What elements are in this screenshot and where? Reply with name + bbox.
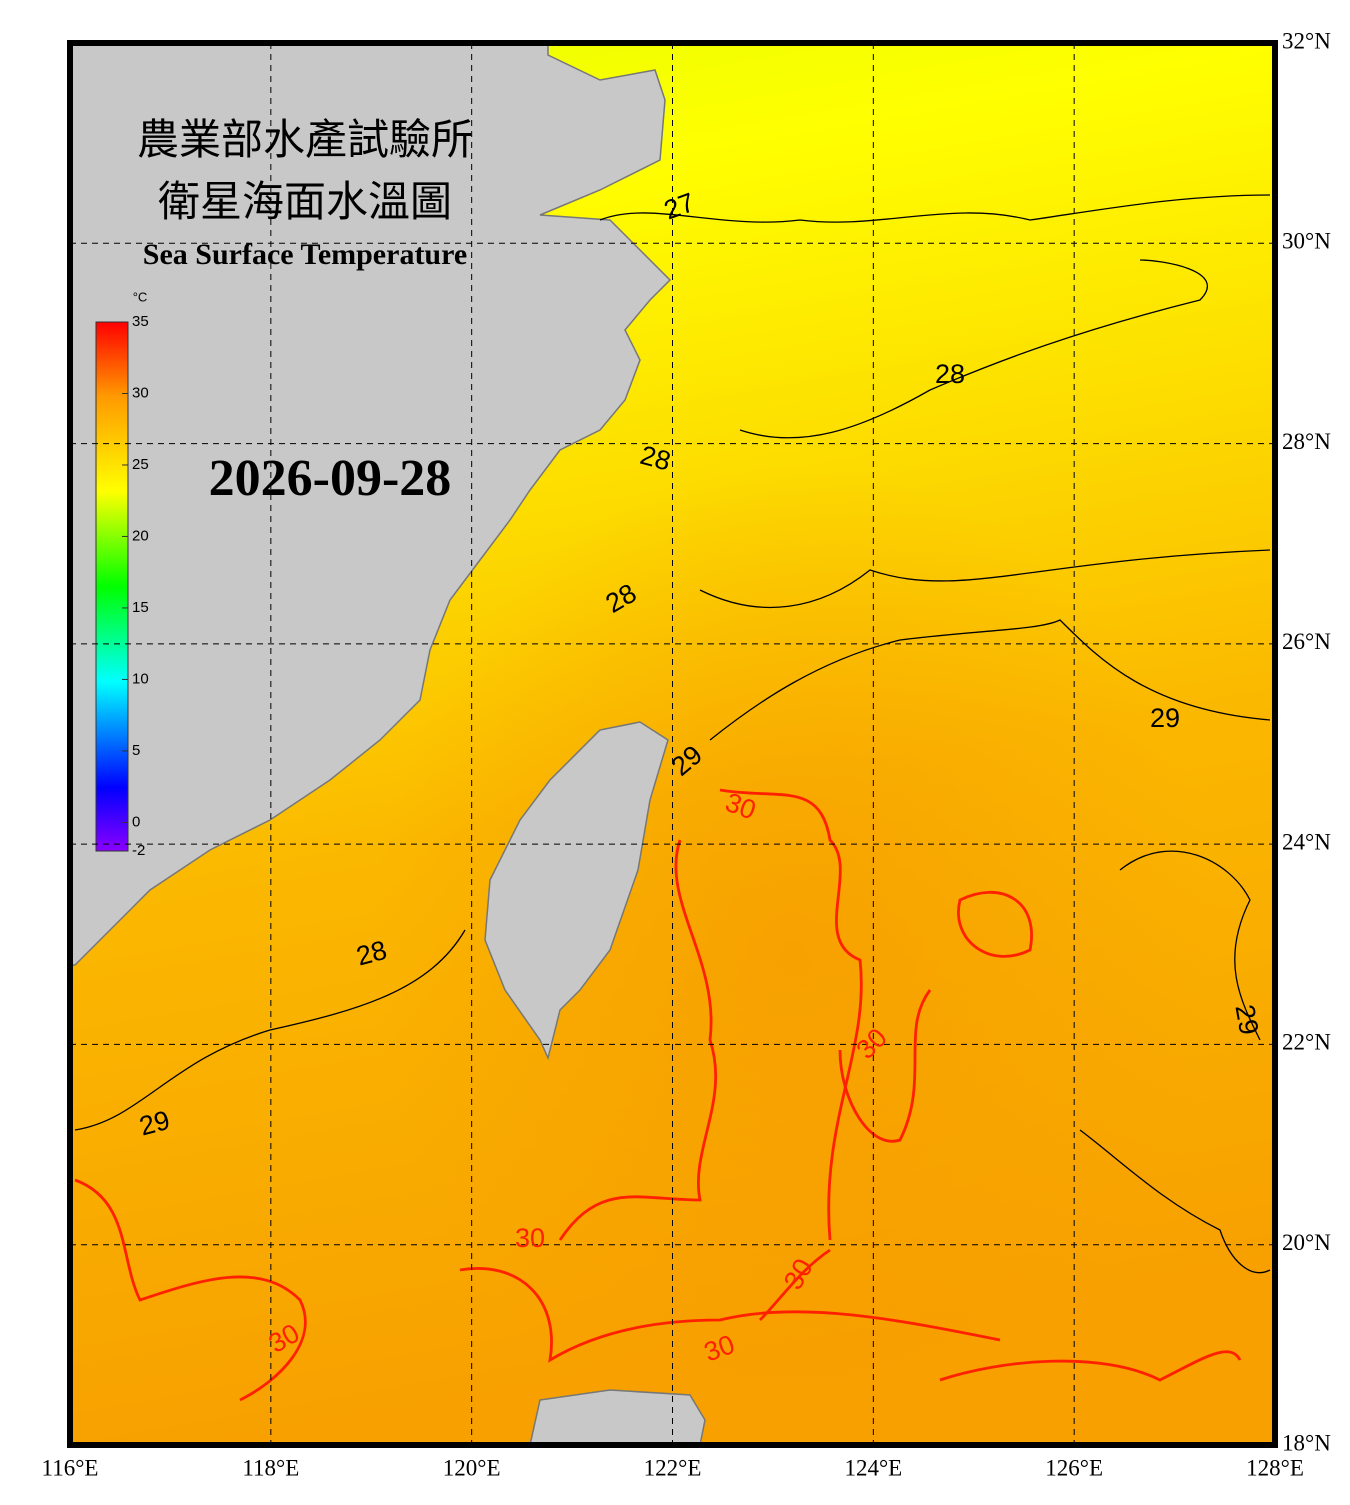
title-zh-2: 衛星海面水溫圖 bbox=[158, 177, 452, 226]
date: 2026-09-28 bbox=[209, 450, 452, 507]
colorbar-tick-label: 0 bbox=[132, 813, 140, 830]
luzon bbox=[529, 1389, 706, 1446]
y-tick-label: 26°N bbox=[1282, 629, 1331, 654]
colorbar-tick-label: 15 bbox=[132, 599, 149, 616]
colorbar bbox=[95, 321, 129, 852]
y-tick-label: 22°N bbox=[1282, 1030, 1331, 1055]
contour-label: 30 bbox=[515, 1223, 545, 1253]
colorbar-tick-label: -2 bbox=[132, 842, 145, 859]
colorbar-tick-label: 25 bbox=[132, 456, 149, 473]
x-tick-label: 128°E bbox=[1246, 1455, 1304, 1480]
colorbar-tick-label: 10 bbox=[132, 670, 149, 687]
y-tick-label: 24°N bbox=[1282, 829, 1331, 854]
contours-red bbox=[74, 788, 1242, 1402]
colorbar-tick-label: 30 bbox=[132, 384, 149, 401]
colorbar-tick-label: 35 bbox=[132, 313, 149, 330]
contour-label: 29 bbox=[1150, 703, 1180, 733]
colorbar-unit: °C bbox=[133, 289, 148, 304]
x-tick-label: 120°E bbox=[443, 1455, 501, 1480]
title-zh-1: 農業部水產試驗所 bbox=[137, 115, 473, 164]
contours-black bbox=[74, 194, 1271, 1274]
x-tick-label: 122°E bbox=[644, 1455, 702, 1480]
y-tick-label: 32°N bbox=[1282, 28, 1331, 53]
y-tick-label: 18°N bbox=[1282, 1430, 1331, 1455]
y-tick-label: 20°N bbox=[1282, 1230, 1331, 1255]
x-tick-label: 124°E bbox=[844, 1455, 902, 1480]
x-tick-label: 116°E bbox=[42, 1455, 99, 1480]
land bbox=[69, 42, 706, 1446]
contour-label: 29 bbox=[1229, 1002, 1264, 1037]
contour-label: 28 bbox=[935, 359, 965, 389]
taiwan bbox=[484, 721, 669, 1061]
y-tick-label: 30°N bbox=[1282, 229, 1331, 254]
x-tick-label: 126°E bbox=[1045, 1455, 1103, 1480]
colorbar-tick-label: 20 bbox=[132, 527, 149, 544]
y-tick-label: 28°N bbox=[1282, 429, 1331, 454]
x-tick-label: 118°E bbox=[242, 1455, 299, 1480]
colorbar-tick-label: 5 bbox=[132, 742, 140, 759]
china-coast bbox=[69, 42, 672, 966]
